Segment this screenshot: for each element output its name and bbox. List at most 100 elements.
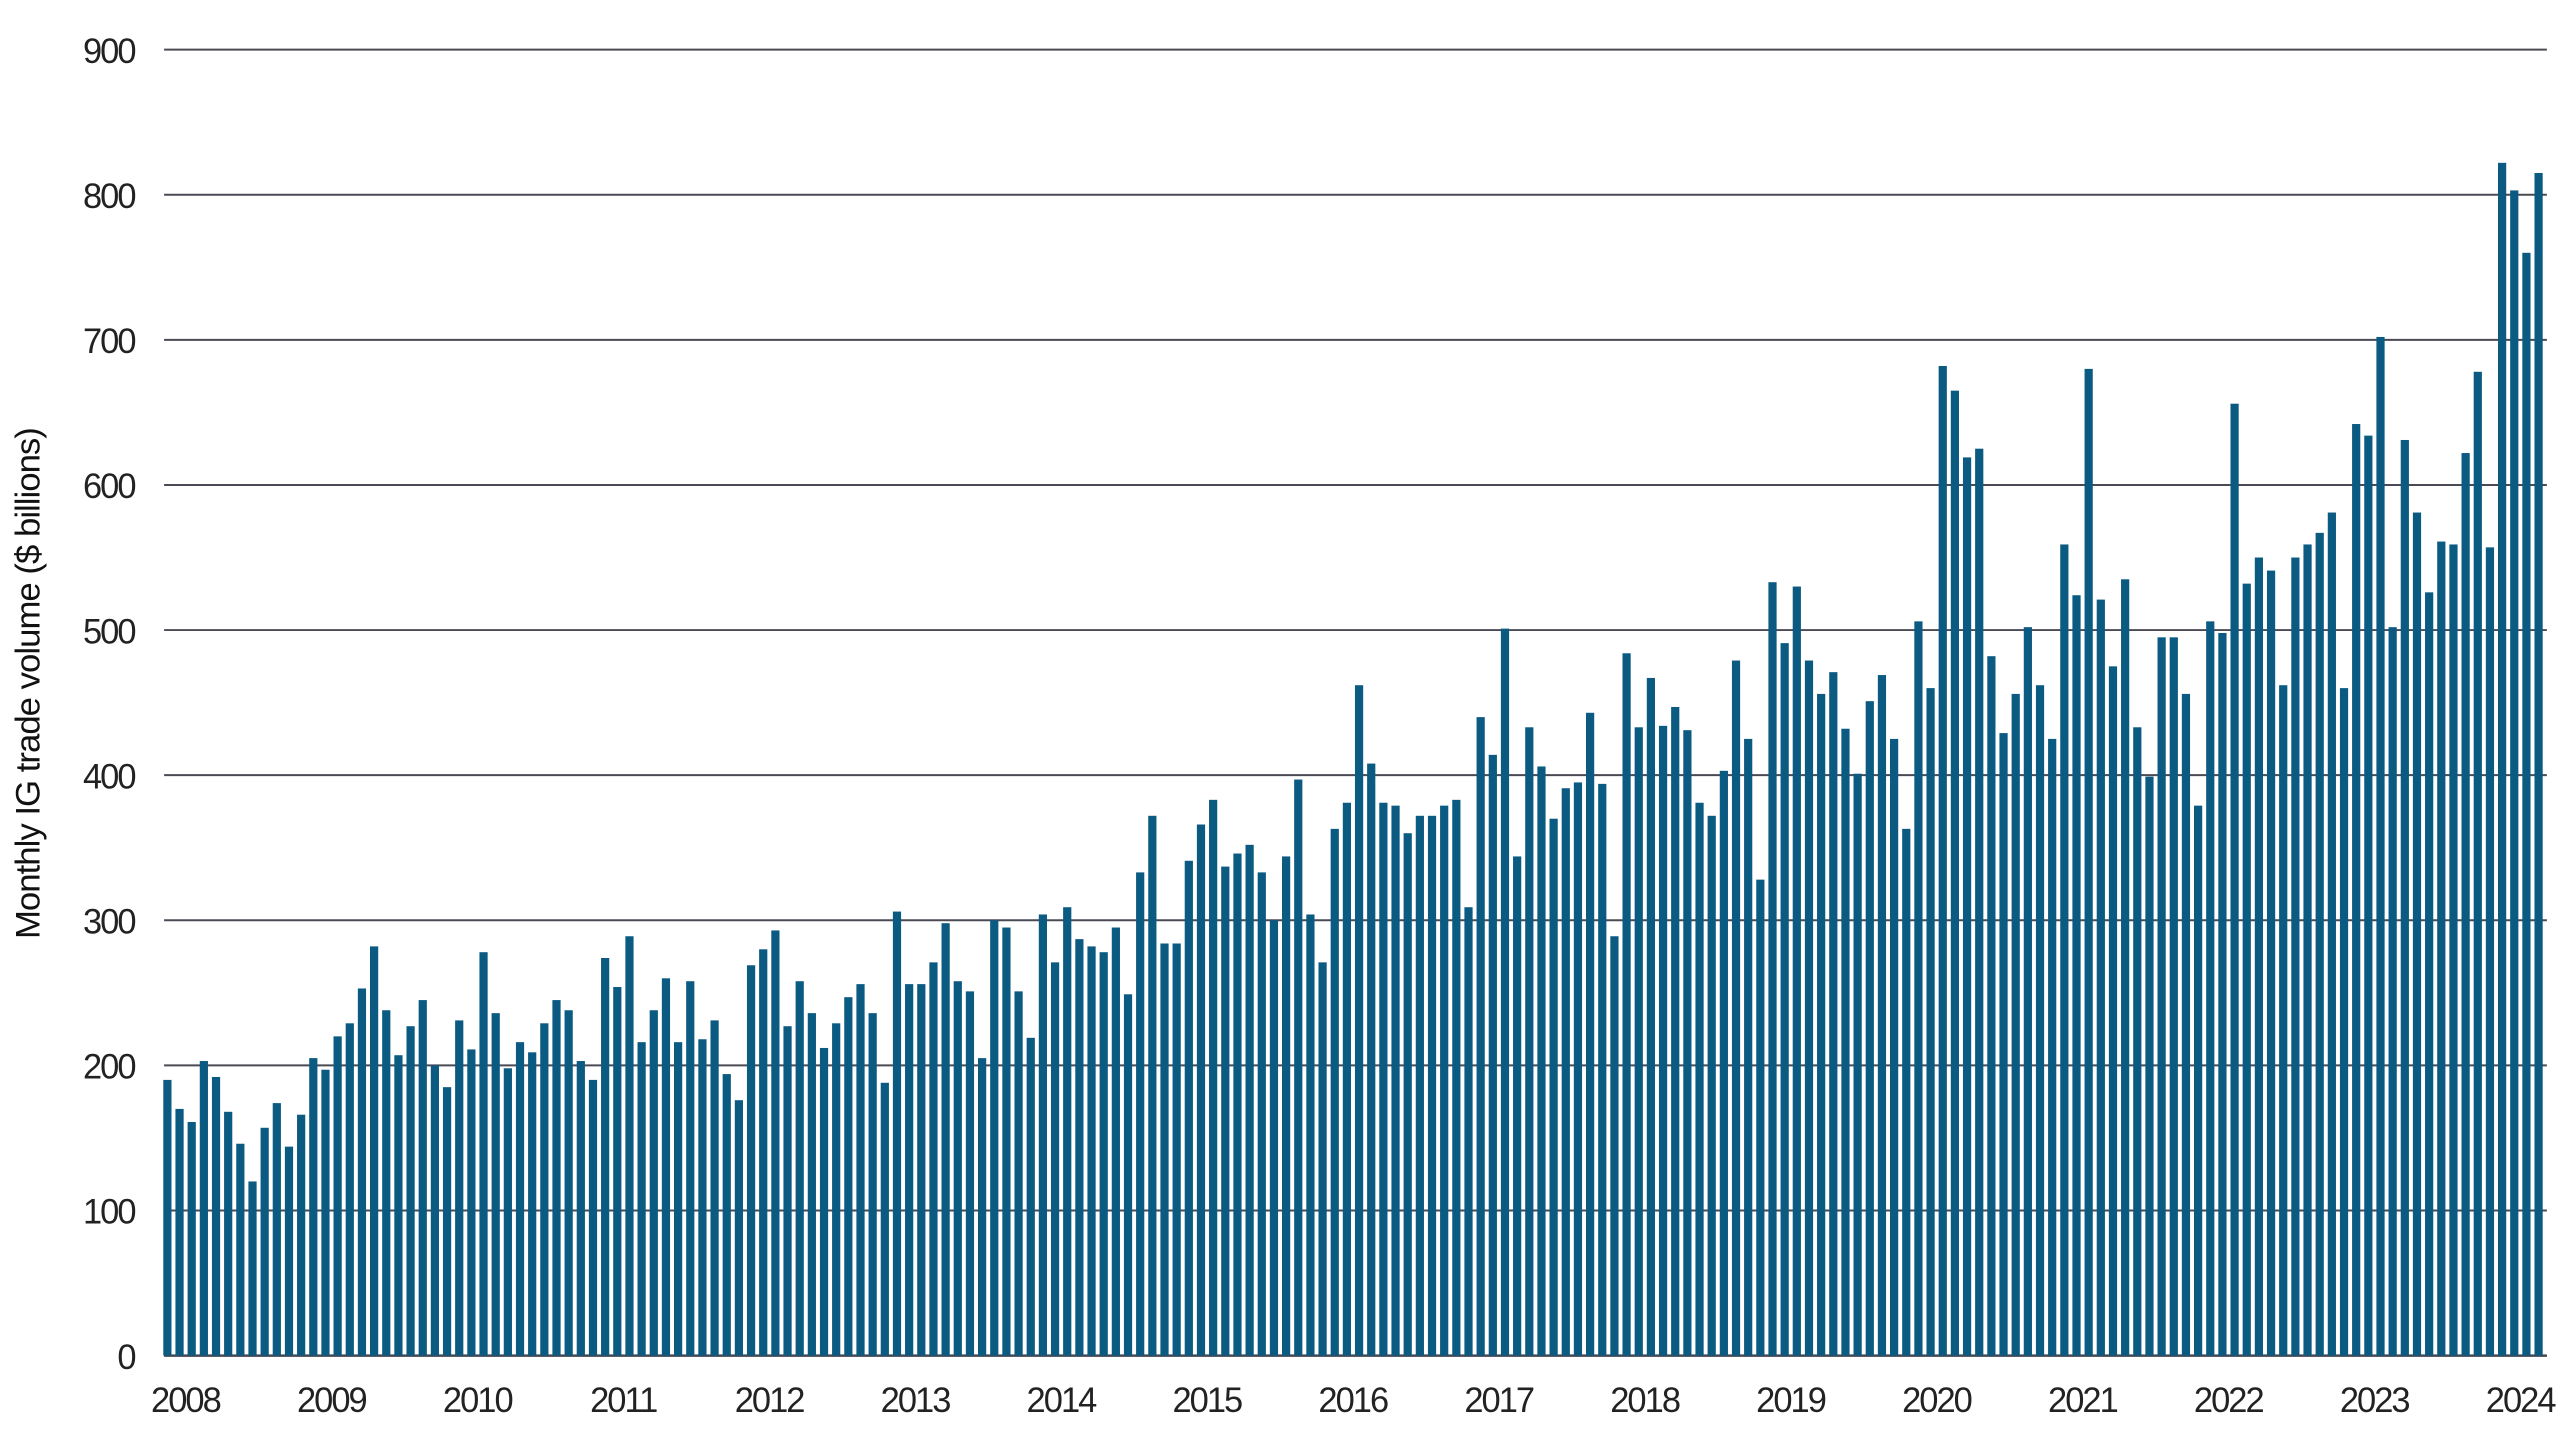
bar [1683,730,1692,1356]
y-tick-label: 300 [83,903,135,941]
x-tick-label: 2011 [590,1382,657,1420]
bar [1209,799,1218,1356]
bar [1123,994,1133,1356]
bar [2048,738,2057,1356]
bar [1987,656,1996,1356]
bar [1500,628,1510,1356]
bar [649,1010,658,1356]
bar [260,1127,269,1356]
x-tick-label: 2024 [2486,1382,2557,1420]
bar [1804,660,1814,1356]
bar [1634,727,1643,1356]
bar [661,978,671,1356]
bar [2096,599,2105,1356]
bar [1829,672,1838,1356]
bar [2364,435,2373,1356]
bar [710,1020,719,1356]
bar [199,1061,208,1356]
bar [2169,637,2178,1356]
y-axis-label: Monthly IG trade volume ($ billions) [10,428,48,939]
bar [1695,802,1704,1356]
bar [1257,872,1266,1356]
bar [2218,632,2227,1356]
bar [515,1042,525,1356]
bars [163,162,2543,1356]
bar [491,1013,500,1356]
x-tick-label: 2009 [297,1382,367,1420]
bar [1817,693,1826,1356]
bar [2291,557,2300,1356]
bar [698,1039,707,1356]
bar [1975,448,1984,1356]
bar [2412,512,2422,1356]
y-tick-label: 600 [83,468,135,506]
bar [674,1042,683,1356]
bar [625,936,634,1356]
x-tick-label: 2015 [1172,1382,1242,1420]
bar [175,1108,184,1356]
bar [333,1036,342,1356]
bar [2498,162,2507,1356]
bar [1719,770,1728,1356]
bar [722,1074,731,1356]
bar [880,1082,889,1356]
y-tick-label: 700 [83,323,135,361]
bar [2194,805,2203,1356]
bar [370,946,379,1356]
bar [819,1047,829,1356]
bar [357,988,367,1356]
bar [686,981,695,1356]
bar [1573,782,1583,1356]
bar [844,997,853,1356]
bar [1306,914,1315,1356]
bar [2121,579,2130,1356]
bar [1476,717,1485,1356]
bar [1233,853,1242,1356]
bar [1148,815,1157,1356]
bar [2230,403,2239,1356]
bar [467,1049,476,1356]
bar [430,1065,440,1356]
x-tick-label: 2020 [1902,1382,1972,1420]
bar [856,984,865,1356]
bar [187,1121,196,1356]
bar [2254,557,2264,1356]
bar [1014,991,1023,1356]
bar [163,1079,172,1356]
bar [1318,962,1327,1356]
bar [2315,532,2324,1356]
bar [2400,439,2409,1356]
bar [2133,727,2142,1356]
bar [1160,943,1169,1356]
bar [1196,824,1206,1356]
bar [795,981,804,1356]
bar [1853,773,1862,1356]
bar [394,1055,403,1356]
x-tick-label: 2019 [1756,1382,1826,1420]
bar [588,1079,598,1356]
x-tick-label: 2010 [443,1382,513,1420]
bar [1877,675,1887,1356]
y-tick-label: 100 [83,1194,135,1232]
bar [2510,190,2519,1356]
bar [807,1013,816,1356]
bar [1561,788,1570,1356]
bar [1598,783,1607,1356]
bar [284,1146,294,1356]
bar [1768,582,1777,1356]
bar [345,1023,354,1356]
bar [1245,844,1254,1356]
bar [917,984,926,1356]
bar [892,911,902,1356]
bar [479,952,488,1356]
y-tick-label: 400 [83,758,135,796]
bar [2339,688,2349,1356]
bar [248,1181,257,1356]
bar [309,1058,318,1356]
bar [1452,799,1461,1356]
bar [868,1013,877,1356]
bar [503,1068,512,1356]
bar [1087,946,1096,1356]
bar [236,1143,245,1356]
